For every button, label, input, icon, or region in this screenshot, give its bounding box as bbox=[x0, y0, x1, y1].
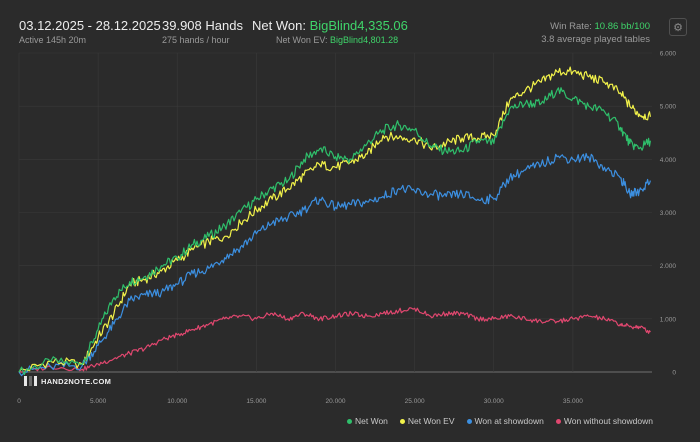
x-tick-label: 5.000 bbox=[90, 398, 107, 405]
won-without-showdown-line bbox=[18, 307, 651, 373]
legend-dot bbox=[399, 418, 405, 424]
legend-item-won-without-showdown[interactable]: Won without showdown bbox=[555, 416, 653, 426]
date-range: 03.12.2025 - 28.12.2025 bbox=[19, 18, 161, 33]
y-tick-label: 0 bbox=[672, 370, 676, 377]
legend-dot bbox=[466, 418, 472, 424]
legend-item-net-won[interactable]: Net Won bbox=[346, 416, 388, 426]
net-won-line bbox=[18, 87, 651, 376]
y-tick-label: 1.000 bbox=[660, 316, 677, 323]
x-tick-label: 35.000 bbox=[563, 398, 583, 405]
net-won-ev: Net Won EV: BigBlind4,801.28 bbox=[276, 35, 398, 45]
y-tick-label: 3.000 bbox=[660, 210, 677, 217]
x-tick-label: 20.000 bbox=[326, 398, 346, 405]
won-at-showdown-line bbox=[18, 152, 651, 377]
y-tick-label: 5.000 bbox=[660, 104, 677, 111]
summary-header: 03.12.2025 - 28.12.2025 Active 145h 20m … bbox=[0, 0, 700, 50]
net-won: Net Won: BigBlind4,335.06 bbox=[252, 18, 408, 33]
hands-per-hour: 275 hands / hour bbox=[162, 35, 230, 45]
average-tables: 3.8 average played tables bbox=[541, 34, 650, 45]
chart-legend: Net Won Net Won EV Won at showdown Won w… bbox=[346, 416, 653, 426]
y-tick-label: 2.000 bbox=[660, 263, 677, 270]
net-won-ev-value: BigBlind4,801.28 bbox=[330, 35, 399, 45]
legend-item-net-won-ev[interactable]: Net Won EV bbox=[399, 416, 455, 426]
legend-label: Net Won EV bbox=[407, 416, 455, 426]
legend-label: Won at showdown bbox=[474, 416, 544, 426]
net-won-ev-line bbox=[18, 66, 651, 373]
net-won-label: Net Won: bbox=[252, 18, 306, 33]
x-tick-label: 10.000 bbox=[167, 398, 187, 405]
net-won-value: BigBlind4,335.06 bbox=[309, 18, 408, 33]
y-tick-label: 6.000 bbox=[660, 51, 677, 58]
x-tick-label: 30.000 bbox=[484, 398, 504, 405]
legend-item-won-at-showdown[interactable]: Won at showdown bbox=[466, 416, 544, 426]
net-won-ev-label: Net Won EV: bbox=[276, 35, 328, 45]
win-rate-value: 10.86 bb/100 bbox=[594, 21, 650, 32]
hands-count: 39.908 Hands bbox=[162, 18, 243, 33]
legend-dot bbox=[346, 418, 352, 424]
win-rate-label: Win Rate: bbox=[550, 21, 592, 32]
legend-dot bbox=[555, 418, 561, 424]
logo-icon bbox=[24, 376, 38, 386]
x-tick-label: 25.000 bbox=[405, 398, 425, 405]
legend-label: Won without showdown bbox=[563, 416, 653, 426]
y-tick-label: 4.000 bbox=[660, 157, 677, 164]
legend-label: Net Won bbox=[354, 416, 388, 426]
gear-icon[interactable]: ⚙ bbox=[669, 18, 687, 36]
active-time: Active 145h 20m bbox=[19, 35, 87, 45]
x-tick-label: 0 bbox=[17, 398, 21, 405]
win-rate: Win Rate: 10.86 bb/100 bbox=[550, 21, 650, 32]
x-tick-label: 15.000 bbox=[246, 398, 266, 405]
logo-text: HAND2NOTE.COM bbox=[41, 376, 112, 386]
hand2note-logo: HAND2NOTE.COM bbox=[24, 376, 111, 386]
